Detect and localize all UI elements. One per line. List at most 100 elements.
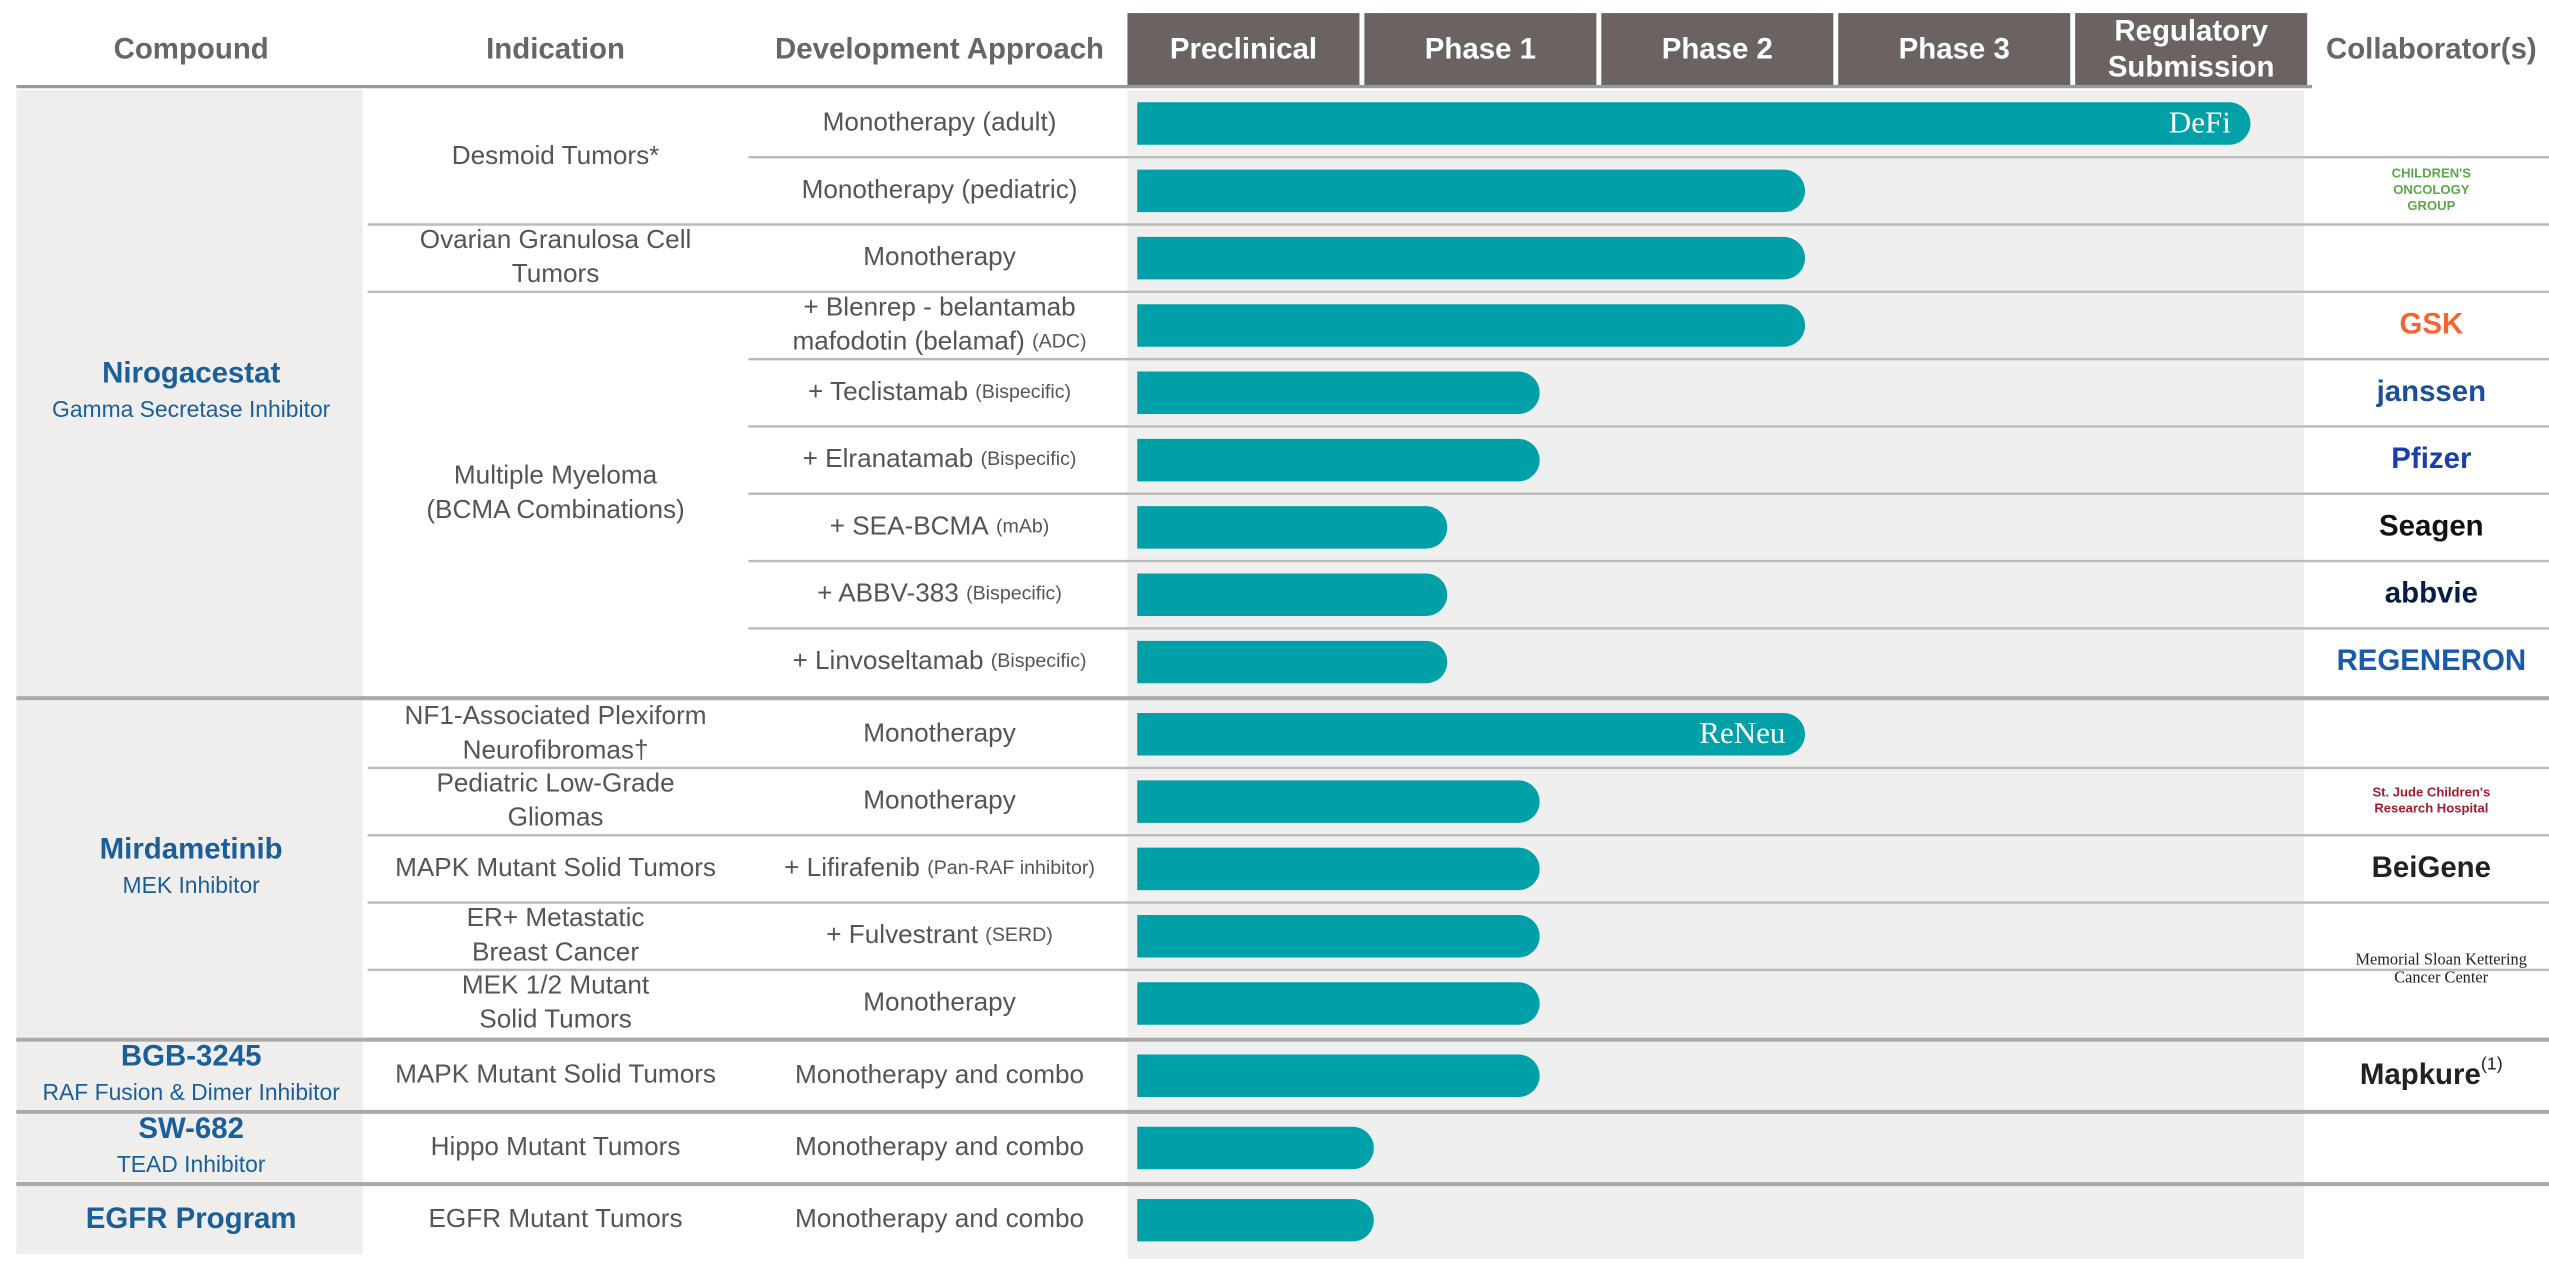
collaborator: abbvie [2385,577,2478,610]
collaborator: Research Hospital [2374,801,2488,816]
progress-bar [1137,304,1806,347]
indication: Tumors [512,258,600,288]
indication: ER+ Metastatic [467,902,645,932]
approach-note: (ADC) [1032,331,1086,353]
collaborator-name: Mapkure [2360,1058,2481,1091]
approach: Monotherapy (pediatric) [802,174,1078,204]
indication: Gliomas [508,802,604,832]
stage-header [1127,13,1360,85]
indication: NF1-Associated Plexiform [405,700,707,730]
header: Collaborator(s) [2326,32,2537,65]
stage-label: Phase 2 [1662,32,1773,65]
bar-label: DeFi [2169,104,2231,139]
approach-text: Monotherapy (pediatric) [802,174,1078,204]
header: Compound [114,32,269,65]
stage-header [1838,13,2071,85]
indication: Breast Cancer [472,936,639,966]
collaborator-note: (1) [2481,1053,2503,1073]
progress-bar [1137,713,1806,756]
compound-cell [16,700,363,1038]
compound-cell [16,1042,363,1110]
progress-bar [1137,780,1540,823]
header: Indication [486,32,625,65]
approach: Monotherapy [863,717,1016,747]
progress-bar [1137,982,1540,1025]
stage-header [1601,13,1834,85]
approach-text: Monotherapy and combo [795,1059,1084,1089]
approach-text: Monotherapy [863,717,1016,747]
indication: MEK 1/2 Mutant [462,969,650,999]
progress-bar [1137,847,1540,891]
approach-text: + Elranatamab [803,443,974,473]
compound-name: SW-682 [138,1112,244,1145]
compound-subtitle: Gamma Secretase Inhibitor [52,396,331,422]
stage-label: Phase 1 [1425,32,1536,65]
approach: + Fulvestrant (SERD) [826,919,1053,949]
approach: Monotherapy (adult) [823,106,1057,136]
indication: Neurofibromas† [463,734,649,764]
stage-header [2075,13,2308,85]
collaborator-name: REGENERON [2337,644,2527,677]
indication: Pediatric Low-Grade [436,767,674,797]
stage-label: Phase 3 [1899,32,2010,65]
approach-text: + Blenrep - belantamab [803,291,1075,321]
approach-note: (Bispecific) [991,650,1087,672]
collaborator-name: janssen [2376,375,2487,408]
collaborator: Mapkure(1) [2360,1053,2503,1090]
approach: + Blenrep - belantamab [803,291,1075,321]
approach: Monotherapy and combo [795,1203,1084,1233]
stage-label: Submission [2108,50,2275,83]
compound-subtitle: TEAD Inhibitor [117,1151,266,1177]
approach-text: Monotherapy (adult) [823,106,1057,136]
approach-text: Monotherapy and combo [795,1203,1084,1233]
header: Development Approach [775,32,1104,65]
indication: MAPK Mutant Solid Tumors [395,852,716,882]
indication: Desmoid Tumors* [452,140,660,170]
approach: Monotherapy [863,986,1016,1016]
collaborator-name: GSK [2399,307,2463,340]
indication: Ovarian Granulosa Cell [420,224,692,254]
approach-text: + Linvoseltamab [793,645,984,675]
collaborator: BeiGene [2372,851,2491,884]
compound-subtitle: MEK Inhibitor [123,872,261,898]
approach-text: Monotherapy [863,986,1016,1016]
indication: Multiple Myeloma [454,460,658,490]
collaborator-name: BeiGene [2372,851,2491,884]
stage-label: Regulatory [2114,14,2268,47]
bar-label: ReNeu [1699,715,1785,750]
approach: + Lifirafenib (Pan-RAF inhibitor) [784,852,1095,882]
compound-cell [16,1114,363,1182]
stage-header [1364,13,1597,85]
compound-name: Mirdametinib [100,833,283,866]
collaborator-name: Seagen [2379,509,2484,542]
collaborator-name: St. Jude Children's [2372,785,2490,800]
indication: EGFR Mutant Tumors [429,1203,683,1233]
progress-bar [1137,102,2251,145]
approach: + Teclistamab (Bispecific) [808,376,1071,406]
progress-bar [1137,1054,1540,1097]
approach: Monotherapy [863,241,1016,271]
compound-name: Nirogacestat [102,357,280,390]
collaborator-name: abbvie [2385,577,2478,610]
approach-note: (SERD) [985,924,1053,946]
approach: Monotherapy and combo [795,1059,1084,1089]
collaborator-name: Research Hospital [2374,801,2488,816]
collaborator: Seagen [2379,509,2484,542]
progress-bar [1137,438,1540,482]
approach-text: Monotherapy [863,784,1016,814]
approach: + Elranatamab (Bispecific) [803,443,1077,473]
indication: (BCMA Combinations) [426,494,684,524]
approach-text: + Teclistamab [808,376,968,406]
collaborator: janssen [2376,375,2487,408]
approach: + Linvoseltamab (Bispecific) [793,645,1087,675]
approach: mafodotin (belamaf) (ADC) [793,326,1087,356]
approach-text: + Fulvestrant [826,919,978,949]
approach-text: + ABBV-383 [817,578,959,608]
approach-text: + Lifirafenib [784,852,920,882]
collaborator-name: GROUP [2407,199,2455,214]
progress-bar [1137,506,1448,549]
collaborator: Memorial Sloan Kettering [2355,950,2526,969]
collaborator: Pfizer [2391,442,2471,475]
collaborator: Cancer Center [2394,968,2488,987]
